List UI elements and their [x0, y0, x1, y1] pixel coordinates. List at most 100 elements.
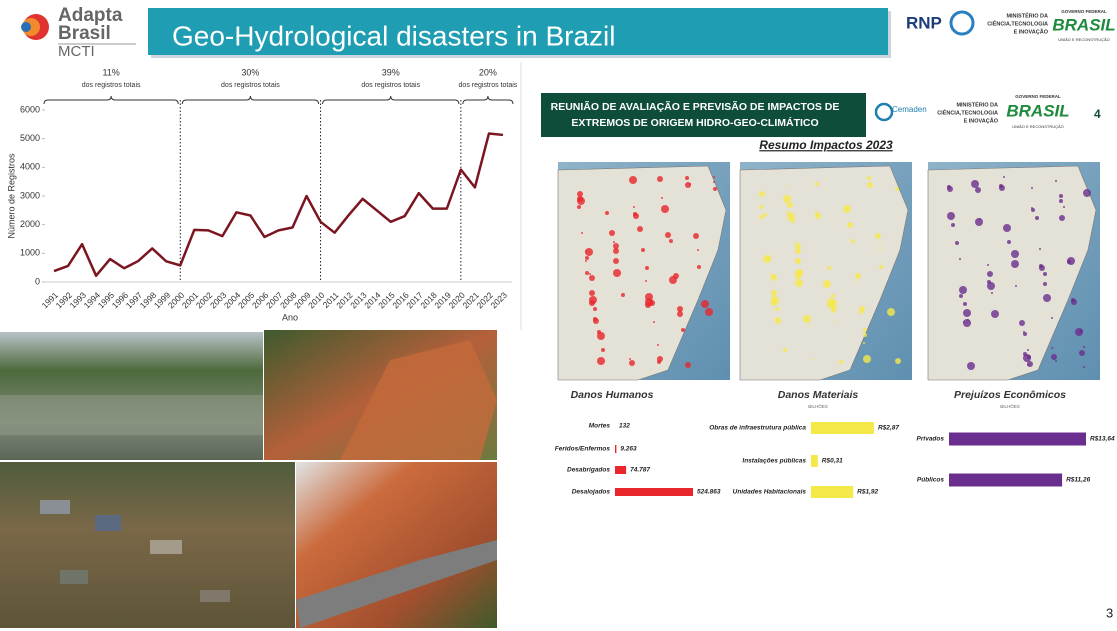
- map-dot: [795, 279, 803, 287]
- map-dot: [987, 282, 995, 290]
- map-dot: [613, 248, 619, 254]
- y-tick-label: 3000: [20, 190, 40, 200]
- map-dot: [947, 186, 953, 192]
- map-dot: [665, 232, 671, 238]
- map-dot: [1067, 260, 1071, 264]
- map-dot: [713, 176, 715, 178]
- photo-flood: [0, 462, 295, 628]
- map-dot: [827, 266, 831, 270]
- map-dot: [1055, 360, 1057, 362]
- map-land: [557, 165, 727, 381]
- period-bracket: [322, 95, 460, 105]
- map-dot: [645, 302, 651, 308]
- map-dot: [863, 328, 867, 332]
- map-dot: [1083, 346, 1085, 348]
- y-tick-label: 4000: [20, 162, 40, 172]
- map-dot: [851, 239, 855, 243]
- map-dot: [1003, 224, 1011, 232]
- bar-value-label: R$11,26: [1066, 477, 1090, 484]
- map-dot: [975, 218, 983, 226]
- map-dot: [645, 266, 649, 270]
- map-dot: [585, 250, 587, 252]
- panel-chart-title: Danos Materiais: [778, 389, 859, 401]
- bar-value-label: R$13,64: [1090, 436, 1115, 443]
- map-dot: [685, 176, 689, 180]
- bar-value-label: 74.787: [630, 467, 650, 474]
- map-dot: [759, 205, 763, 209]
- map-dot: [879, 249, 881, 251]
- bar-value-label: R$2,87: [878, 425, 899, 432]
- period-note: dos registros totais: [361, 82, 420, 89]
- bar: [811, 455, 818, 467]
- map-dot: [581, 232, 583, 234]
- map-dot: [759, 215, 763, 219]
- map-dot: [835, 321, 837, 323]
- bar-value-label: R$1,92: [857, 489, 878, 496]
- map-dot: [677, 311, 683, 317]
- bar: [811, 486, 854, 498]
- panel-logo: Cemaden: [892, 105, 927, 114]
- map-dot: [641, 248, 645, 252]
- map-dot: [585, 256, 589, 260]
- map-dot: [875, 233, 881, 239]
- map-dot: [1055, 180, 1057, 182]
- map-dot: [855, 273, 861, 279]
- map-dot: [967, 319, 969, 321]
- map-dot: [895, 358, 901, 364]
- map-dot: [701, 300, 709, 308]
- map-dot: [807, 325, 809, 327]
- panel-logo: E INOVAÇÃO: [964, 117, 999, 124]
- map-dot: [1071, 299, 1077, 305]
- map-dot: [1027, 361, 1033, 367]
- map-land: [927, 165, 1097, 381]
- map-dot: [947, 212, 955, 220]
- map-dot: [693, 233, 699, 239]
- bar-category: Obras de infraestrutura pública: [709, 425, 806, 432]
- period-bracket: [462, 95, 514, 105]
- map-dot: [963, 319, 971, 327]
- bar-category: Mortes: [589, 423, 611, 430]
- map-dot: [1075, 328, 1083, 336]
- data-line: [53, 132, 504, 277]
- map-dot: [577, 205, 581, 209]
- map-dot: [621, 293, 625, 297]
- map-dot: [771, 274, 775, 278]
- map-dot: [1063, 206, 1065, 208]
- panel-chart-unit: BILHÕES: [808, 403, 828, 409]
- map-dot: [1083, 366, 1085, 368]
- period-share: 20%: [479, 67, 497, 77]
- map-dot: [987, 271, 993, 277]
- map-dot: [585, 260, 587, 262]
- slide-title: Geo-Hydrological disasters in Brazil: [172, 20, 616, 51]
- map-dot: [1079, 350, 1085, 356]
- bar: [615, 445, 617, 453]
- map-dot: [577, 191, 583, 197]
- map-dot: [991, 310, 999, 318]
- map-dot: [859, 310, 863, 314]
- map-dot: [681, 328, 685, 332]
- bar: [811, 422, 874, 434]
- map-dot: [847, 222, 853, 228]
- map-dot: [1015, 285, 1017, 287]
- y-tick-label: 5000: [20, 133, 40, 143]
- map-dot: [795, 261, 797, 263]
- map-dot: [1035, 216, 1039, 220]
- map-dot: [685, 182, 691, 188]
- panel-subtitle: Resumo Impactos 2023: [759, 138, 893, 152]
- map-dot: [811, 358, 813, 360]
- map-dot: [657, 344, 659, 346]
- map-dot: [787, 202, 793, 208]
- logo-text: Adapta: [58, 5, 123, 26]
- panel-banner: [541, 93, 866, 137]
- map-dot: [585, 248, 593, 256]
- map-dot: [713, 187, 717, 191]
- map-dot: [795, 241, 797, 243]
- bar-value-label: R$0,31: [822, 458, 843, 465]
- map-dot: [771, 300, 777, 306]
- map-dot: [661, 197, 663, 199]
- map-dot: [1051, 347, 1053, 349]
- panel-slide-number: 4: [1094, 107, 1101, 121]
- map-dot: [1007, 240, 1011, 244]
- map-dot: [963, 309, 971, 317]
- map-dot: [971, 180, 979, 188]
